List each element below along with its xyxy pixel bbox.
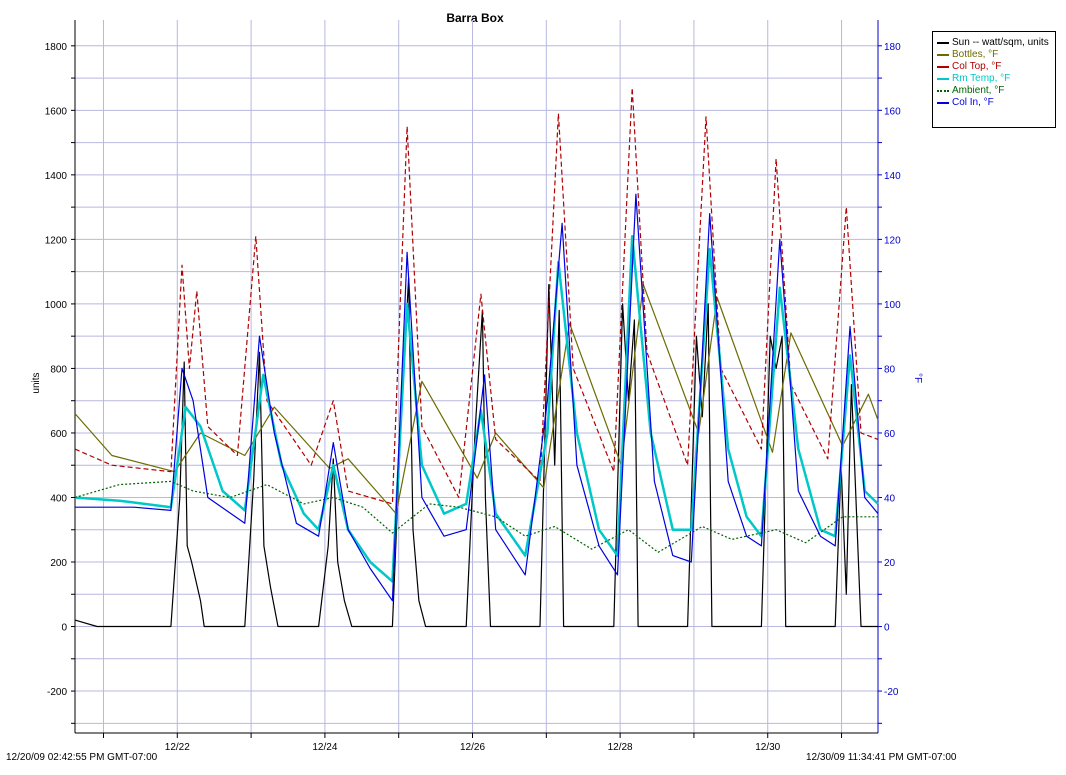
y2-tick-label: 0: [884, 623, 890, 634]
y-tick-label: 800: [50, 364, 67, 375]
y2-tick-label: -20: [884, 687, 899, 698]
legend-swatch: [937, 102, 949, 104]
chart-legend: Sun -- watt/sqm, units Bottles, °F Col Top…: [932, 31, 1056, 128]
legend-swatch: [937, 90, 949, 92]
x-tick-label: 12/22: [165, 742, 190, 753]
series-line: [74, 277, 878, 628]
y2-tick-label: 100: [884, 300, 901, 311]
x-tick-label: 12/28: [608, 742, 633, 753]
y-tick-label: -200: [47, 687, 67, 698]
y-tick-label: 0: [61, 623, 67, 634]
legend-item: Ambient, °F: [937, 85, 1004, 97]
legend-item: Col Top, °F: [937, 61, 1001, 73]
series-line: [74, 480, 878, 553]
y2-tick-label: 80: [884, 364, 896, 375]
y-tick-label: 200: [50, 558, 67, 569]
y2-tick-label: 40: [884, 493, 896, 504]
y-tick-label: 1400: [45, 171, 68, 182]
y2-tick-label: 160: [884, 106, 901, 117]
legend-item: Rm Temp, °F: [937, 73, 1010, 85]
x-start-label: 12/20/09 02:42:55 PM GMT-07:00: [6, 752, 158, 763]
legend-swatch: [937, 66, 949, 68]
y2-axis-label: °F: [912, 373, 923, 383]
grid-layer: [75, 20, 878, 733]
x-tick-label: 12/24: [312, 742, 337, 753]
series-line: [75, 193, 879, 602]
y-tick-label: 1200: [45, 235, 68, 246]
y2-tick-label: 180: [884, 42, 901, 53]
legend-label: Sun -- watt/sqm, units: [952, 37, 1049, 48]
axes-layer: -200020040060080010001200140016001800-20…: [45, 20, 901, 753]
chart-title: Barra Box: [446, 11, 504, 25]
legend-item: Sun -- watt/sqm, units: [937, 37, 1049, 49]
y-axis-label: units: [31, 372, 42, 393]
legend-label: Rm Temp, °F: [952, 73, 1011, 84]
legend-label: Bottles, °F: [952, 49, 999, 60]
legend-swatch: [937, 78, 949, 80]
y2-tick-label: 140: [884, 171, 901, 182]
legend-item: Col In, °F: [937, 97, 994, 109]
legend-swatch: [937, 54, 949, 56]
legend-swatch: [937, 42, 949, 44]
y-tick-label: 400: [50, 493, 67, 504]
series-line: [74, 87, 879, 505]
y2-tick-label: 120: [884, 235, 901, 246]
legend-label: Col Top, °F: [952, 61, 1002, 72]
y-tick-label: 600: [50, 429, 67, 440]
y-tick-label: 1800: [45, 42, 68, 53]
y-tick-label: 1000: [45, 300, 68, 311]
series-line: [74, 284, 879, 515]
x-tick-label: 12/30: [755, 742, 780, 753]
legend-label: Ambient, °F: [952, 85, 1005, 96]
legend-label: Col In, °F: [952, 97, 994, 108]
y2-tick-label: 20: [884, 558, 896, 569]
series-layer: [74, 87, 879, 628]
y2-tick-label: 60: [884, 429, 896, 440]
x-tick-label: 12/26: [460, 742, 485, 753]
x-end-label: 12/30/09 11:34:41 PM GMT-07:00: [806, 752, 957, 763]
legend-item: Bottles, °F: [937, 49, 998, 61]
y-tick-label: 1600: [45, 106, 68, 117]
